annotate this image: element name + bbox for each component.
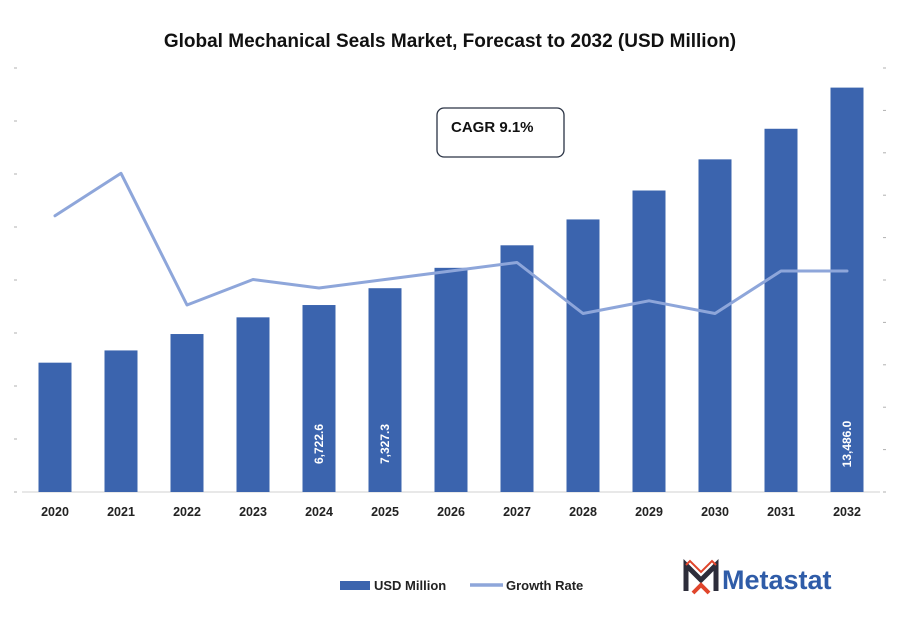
cagr-box: [436, 107, 565, 158]
x-tick-label: 2030: [701, 505, 729, 519]
growth-rate-line: [53, 171, 849, 315]
x-tick-label: 2027: [503, 505, 531, 519]
bar-data-label: 7,327.3: [378, 424, 392, 464]
x-tick-label: 2023: [239, 505, 267, 519]
bar-2029: [632, 190, 666, 492]
x-tick-label: 2032: [833, 505, 861, 519]
bar-2024: [302, 305, 336, 492]
legend-usd-million-swatch: [340, 581, 370, 590]
chart-title: Global Mechanical Seals Market, Forecast…: [164, 31, 736, 52]
bar-2032: [830, 87, 864, 492]
metastat-logo: Metastat: [683, 558, 832, 595]
right-axis-ticks: [883, 67, 886, 493]
x-tick-label: 2025: [371, 505, 399, 519]
x-tick-label: 2020: [41, 505, 69, 519]
x-tick-label: 2024: [305, 505, 333, 519]
bar-data-label: 13,486.0: [840, 420, 854, 467]
legend-usd-million-label: USD Million: [374, 578, 446, 593]
bar-2023: [236, 317, 270, 492]
x-tick-label: 2031: [767, 505, 795, 519]
bar-2030: [698, 159, 732, 493]
bar-2031: [764, 128, 798, 493]
bar-series: [38, 87, 864, 493]
x-axis-tick-labels: 2020 2021 2022 2023 2024 2025 2026 2027 2028 2029…: [41, 505, 861, 519]
x-tick-label: 2022: [173, 505, 201, 519]
bar-2022: [170, 334, 204, 492]
metastat-mark-icon: [683, 558, 719, 595]
bar-2028: [566, 219, 600, 492]
legend-growth-rate-label: Growth Rate: [506, 578, 583, 593]
bar-data-labels: 6,722.6 7,327.3 13,486.0: [312, 420, 854, 467]
bar-2026: [434, 267, 468, 492]
cagr-label: CAGR 9.1%: [451, 119, 534, 136]
bar-2027: [500, 245, 534, 492]
x-tick-label: 2028: [569, 505, 597, 519]
x-tick-label: 2029: [635, 505, 663, 519]
bar-2025: [368, 288, 402, 492]
left-axis-ticks: [14, 67, 17, 493]
x-tick-label: 2026: [437, 505, 465, 519]
metastat-wordmark: Metastat: [722, 565, 832, 595]
bar-data-label: 6,722.6: [312, 424, 326, 464]
cagr-callout: CAGR 9.1%: [436, 107, 565, 158]
x-tick-label: 2021: [107, 505, 135, 519]
bar-2020: [38, 362, 72, 492]
bar-2021: [104, 350, 138, 492]
legend: USD Million Growth Rate: [340, 578, 583, 593]
growth-rate-series: [53, 171, 849, 315]
